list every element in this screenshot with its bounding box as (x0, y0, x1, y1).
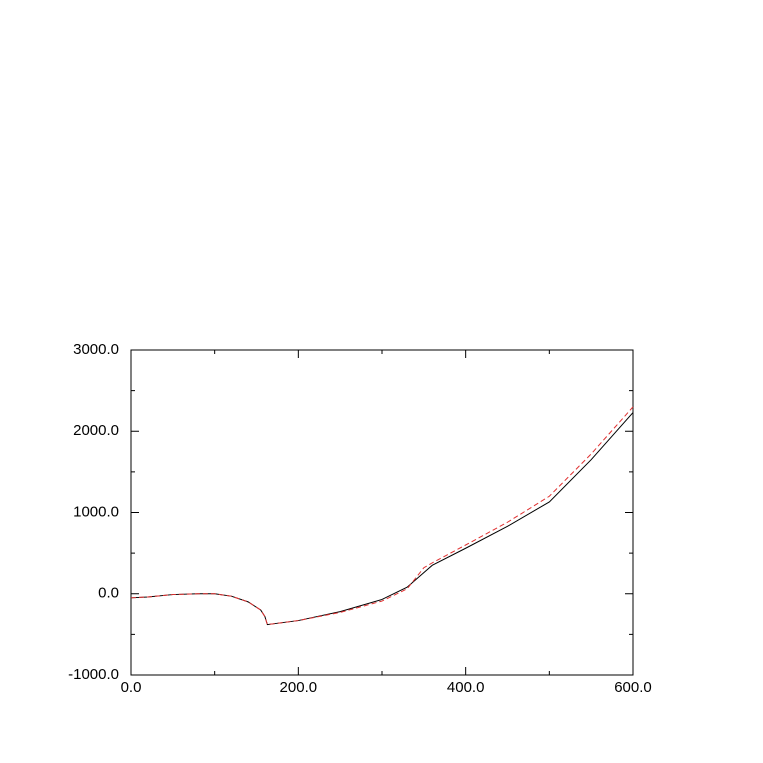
y-tick-label: 2000.0 (73, 422, 119, 439)
y-tick-label: 0.0 (98, 585, 119, 602)
x-tick-label: 200.0 (280, 679, 318, 696)
plot-frame (130, 349, 634, 676)
y-tick-label: 3000.0 (73, 341, 119, 358)
series-line (130, 406, 634, 626)
y-tick-label: 1000.0 (73, 503, 119, 520)
x-tick-label: 600.0 (614, 679, 652, 696)
y-tick-label: -1000.0 (68, 666, 119, 683)
x-tick-label: 0.0 (121, 679, 142, 696)
x-tick-label: 400.0 (447, 679, 485, 696)
series-line (130, 412, 634, 626)
